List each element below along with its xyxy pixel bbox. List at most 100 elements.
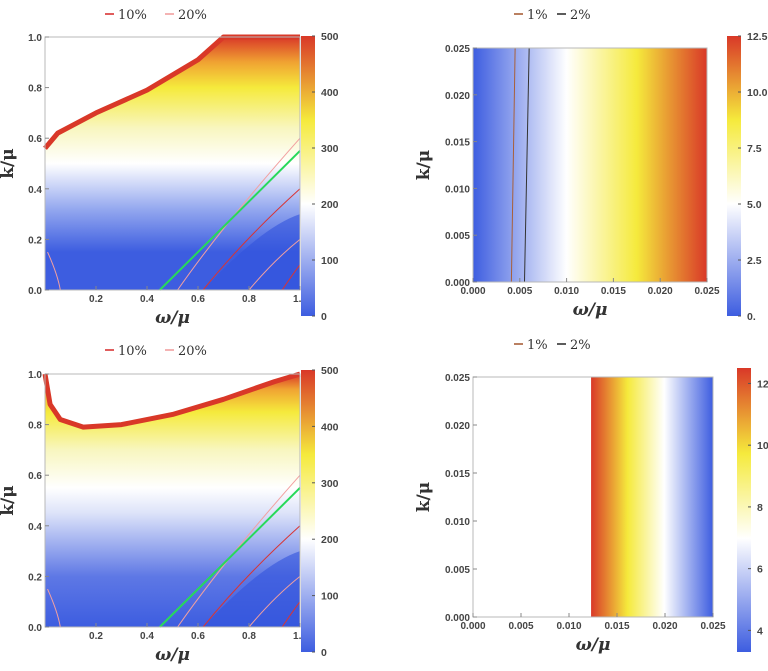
contour-10b [281, 264, 301, 291]
y-tick-label: 1.0 [28, 370, 42, 381]
contour-2pct [523, 47, 530, 283]
green-line [159, 150, 301, 291]
colorbar-tick-label: 7.5 [747, 143, 762, 155]
colorbar-tick-label: 200 [321, 534, 339, 546]
contour-10 [202, 525, 301, 628]
saturation-region [45, 374, 300, 428]
colorbar: 0 100 200 300 400 500 [301, 365, 339, 659]
x-tick-label: 0.010 [554, 286, 579, 297]
legend: 1% 2% [514, 338, 591, 353]
y-tick-label: 0.005 [445, 565, 470, 576]
colorbar-tick-label: 400 [321, 87, 339, 99]
boundary-rim [42, 371, 301, 430]
y-tick-label: 0.0 [28, 623, 42, 634]
green-line [159, 487, 301, 628]
y-tick-label: 0.2 [28, 572, 42, 583]
x-tick-label: 0.015 [601, 286, 626, 297]
colorbar-tick-label: 5.0 [747, 199, 762, 211]
x-tick-label: 0.020 [652, 621, 677, 632]
y-tick-label: 0.015 [445, 138, 470, 149]
colorbar-tick-label: 4 [757, 625, 763, 637]
low-region [203, 214, 300, 290]
contour-10 [202, 188, 301, 291]
y-tick-label: 0.010 [445, 517, 470, 528]
colorbar-gradient [727, 36, 741, 316]
y-tick-label: 0.6 [28, 134, 42, 145]
contour-20b [248, 576, 301, 628]
heatmap-field [473, 48, 707, 282]
x-tick-label: 0.025 [694, 286, 719, 297]
saturation-region [45, 37, 300, 149]
colorbar-tick-label: 100 [321, 591, 339, 603]
x-tick-label: 0.2 [89, 294, 103, 305]
y-tick-label: 0.0 [28, 286, 42, 297]
x-tick-label: 0.000 [460, 286, 485, 297]
x-axis-label: ω/μ [155, 645, 190, 665]
heatmap-field [591, 377, 713, 617]
colorbar-tick-label: 500 [321, 365, 339, 377]
colorbar-tick-label: 12 [757, 378, 768, 390]
legend-label: 10% [118, 344, 147, 359]
x-tick-label: 0.005 [507, 286, 532, 297]
y-tick-label: 0.2 [28, 235, 42, 246]
chart-panel-bottom-left: 0.2 0.4 0.6 0.8 1.0 0.0 0.2 0.4 0.6 0.8 1.0 ω/μ k/μ 0… [0, 344, 339, 665]
colorbar: 0 100 200 300 400 500 [301, 31, 339, 323]
x-tick-label: 0.015 [604, 621, 629, 632]
y-tick-label: 0.020 [445, 91, 470, 102]
contour-1pct [510, 47, 516, 283]
y-tick-label: 0.8 [28, 421, 42, 432]
x-axis-label: ω/μ [155, 308, 190, 328]
colorbar-tick-label: 0 [321, 311, 327, 323]
y-tick-label: 0.000 [445, 613, 470, 624]
colorbar-tick-label: 300 [321, 143, 339, 155]
legend-label: 10% [118, 8, 147, 23]
x-tick-label: 1.0 [293, 631, 307, 642]
colorbar-tick-label: 6 [757, 564, 763, 576]
x-tick-label: 0.020 [648, 286, 673, 297]
colorbar-gradient [301, 370, 315, 652]
colorbar-tick-label: 300 [321, 478, 339, 490]
legend-label: 20% [178, 8, 207, 23]
colorbar-gradient [301, 36, 315, 316]
plot-frame [472, 376, 714, 618]
x-axis-label: ω/μ [576, 635, 611, 655]
y-tick-label: 0.6 [28, 471, 42, 482]
contour-left [47, 251, 61, 291]
colorbar-tick-label: 200 [321, 199, 339, 211]
chart-panel-top-right: 0.000 0.005 0.010 0.015 0.020 0.025 0.000 0.005… [414, 8, 768, 323]
colorbar-tick-label: 500 [321, 31, 339, 43]
legend-label: 2% [570, 338, 591, 353]
y-axis-label: k/μ [414, 482, 434, 512]
x-tick-label: 0.6 [191, 294, 205, 305]
legend-label: 20% [178, 344, 207, 359]
contour-left [47, 588, 61, 628]
colorbar: 0. 2.5 5.0 7.5 10.0 12.5 [727, 31, 768, 323]
y-tick-label: 0.4 [28, 185, 42, 196]
y-axis-label: k/μ [414, 150, 434, 180]
x-tick-label: 0.4 [140, 294, 154, 305]
y-tick-label: 0.025 [445, 373, 470, 384]
colorbar-tick-label: 0. [747, 311, 756, 323]
colorbar-tick-label: 10 [757, 440, 768, 452]
colorbar-tick-label: 2.5 [747, 255, 762, 267]
y-tick-label: 0.8 [28, 84, 42, 95]
x-axis-label: ω/μ [573, 300, 608, 320]
plot-frame [472, 47, 708, 283]
y-tick-label: 0.020 [445, 421, 470, 432]
legend: 10% 20% [105, 344, 207, 359]
colorbar-tick-label: 12.5 [747, 31, 768, 43]
y-tick-label: 0.000 [445, 278, 470, 289]
plot-frame [44, 373, 301, 628]
colorbar-tick-label: 0 [321, 647, 327, 659]
x-tick-label: 0.025 [700, 621, 725, 632]
legend-label: 1% [527, 8, 548, 23]
colorbar-tick-label: 8 [757, 502, 763, 514]
y-tick-label: 1.0 [28, 33, 42, 44]
x-tick-label: 0.2 [89, 631, 103, 642]
x-tick-label: 0.8 [242, 294, 256, 305]
y-tick-label: 0.025 [445, 44, 470, 55]
x-tick-label: 0.6 [191, 631, 205, 642]
x-tick-label: 0.4 [140, 631, 154, 642]
legend-label: 1% [527, 338, 548, 353]
